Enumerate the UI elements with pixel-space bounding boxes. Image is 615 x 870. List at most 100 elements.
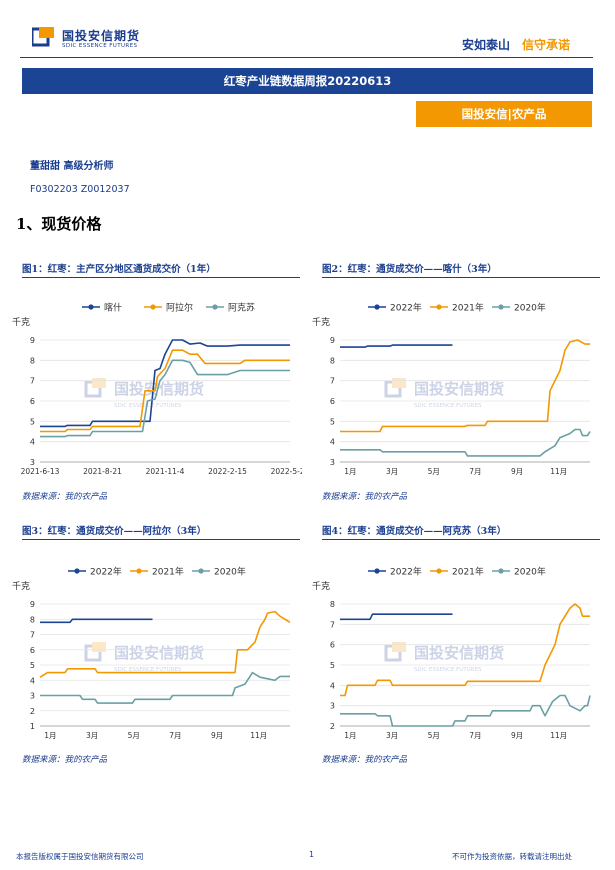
y-tick-label: 6: [30, 397, 35, 406]
legend-label: 阿克苏: [228, 302, 255, 314]
category-tab: 国投安信|农产品: [416, 101, 592, 127]
figure-2-source: 数据来源：我的农产品: [322, 492, 408, 502]
legend-label: 2021年: [452, 566, 484, 578]
legend-label: 2020年: [214, 566, 246, 578]
y-tick-label: 6: [330, 397, 335, 406]
x-tick-label: 9月: [211, 731, 223, 740]
series-line: [40, 339, 290, 428]
figure-1-source: 数据来源：我的农产品: [22, 492, 108, 502]
footer-copyright: 本报告版权属于国投安信期货有限公司: [16, 852, 144, 861]
legend-marker: [436, 568, 442, 574]
figure-1-title: 图1：红枣：主产区分地区通货成交价（1年）: [22, 264, 216, 275]
x-tick-label: 3月: [86, 731, 98, 740]
y-tick-label: 4: [330, 681, 335, 690]
x-tick-label: 9月: [511, 731, 523, 740]
y-tick-label: 8: [30, 615, 35, 624]
page-number: 1: [309, 850, 315, 859]
y-tick-label: 5: [330, 417, 335, 426]
figure-2-chart: 国投安信期货 SDIC ESSENCE FUTURES 2022年 2021年 2020…: [312, 302, 591, 476]
y-tick-label: 7: [330, 620, 335, 629]
y-axis-label: 千克: [12, 581, 30, 592]
legend-label: 2022年: [390, 566, 422, 578]
x-tick-label: 3月: [386, 731, 398, 740]
watermark-text: 国投安信期货: [114, 644, 204, 662]
watermark-text: 国投安信期货: [414, 380, 504, 398]
figure-4-source: 数据来源：我的农产品: [322, 755, 408, 765]
x-tick-label: 9月: [511, 467, 523, 476]
x-tick-label: 1月: [344, 731, 356, 740]
figure-4-chart: 国投安信期货 SDIC ESSENCE FUTURES 2022年 2021年 2020…: [312, 566, 591, 740]
figure-1-rule: [22, 277, 300, 278]
y-tick-label: 2: [30, 707, 35, 716]
y-axis-label: 千克: [312, 581, 330, 592]
x-tick-label: 1月: [344, 467, 356, 476]
company-name-en: SDIC ESSENCE FUTURES: [62, 43, 138, 49]
legend: 2022年 2021年 2020年: [368, 566, 546, 578]
series-line: [340, 613, 453, 621]
x-tick-label: 5月: [428, 731, 440, 740]
y-tick-label: 4: [30, 676, 35, 685]
x-tick-label: 11月: [550, 731, 567, 740]
x-tick-label: 2021-8-21: [83, 467, 122, 476]
series-line: [40, 349, 290, 433]
legend: 2022年 2021年 2020年: [368, 302, 546, 314]
legend-label: 2022年: [390, 302, 422, 314]
x-tick-label: 7月: [169, 731, 181, 740]
figure-3-rule: [22, 539, 300, 540]
legend-marker: [374, 568, 380, 574]
watermark-text-en: SDIC ESSENCE FUTURES: [114, 403, 182, 409]
y-tick-label: 7: [30, 377, 35, 386]
y-tick-label: 4: [330, 438, 335, 447]
series-line: [340, 694, 591, 727]
legend-label: 2022年: [90, 566, 122, 578]
y-axis-label: 千克: [12, 317, 30, 328]
y-tick-label: 4: [30, 438, 35, 447]
x-tick-label: 1月: [44, 731, 56, 740]
company-name: 国投安信期货: [62, 29, 141, 43]
company-logo-icon: [32, 27, 54, 47]
y-tick-label: 5: [30, 417, 35, 426]
y-axis-label: 千克: [312, 317, 330, 328]
y-tick-label: 6: [330, 641, 335, 650]
watermark: 国投安信期货 SDIC ESSENCE FUTURES: [384, 642, 504, 673]
series-line: [340, 603, 590, 697]
figure-3-title: 图3：红枣：通货成交价——阿拉尔（3年）: [22, 526, 207, 537]
figure-4-rule: [322, 539, 600, 540]
y-tick-label: 3: [330, 702, 335, 711]
x-tick-label: 2021-11-4: [146, 467, 185, 476]
series-line: [39, 610, 291, 678]
watermark: 国投安信期货 SDIC ESSENCE FUTURES: [84, 378, 204, 409]
watermark: 国投安信期货 SDIC ESSENCE FUTURES: [84, 642, 204, 673]
y-tick-label: 3: [30, 692, 35, 701]
watermark-text: 国投安信期货: [414, 644, 504, 662]
x-tick-label: 11月: [250, 731, 267, 740]
legend-label: 2020年: [514, 302, 546, 314]
y-tick-label: 8: [330, 356, 335, 365]
x-tick-label: 5月: [128, 731, 140, 740]
x-tick-label: 3月: [386, 467, 398, 476]
legend-marker: [150, 304, 156, 310]
y-tick-label: 9: [30, 336, 35, 345]
series-line: [340, 344, 453, 348]
figure-3-chart: 国投安信期货 SDIC ESSENCE FUTURES 2022年 2021年 2020…: [12, 566, 291, 740]
legend: 喀什 阿拉尔 阿克苏: [82, 302, 255, 314]
legend-marker: [198, 568, 204, 574]
y-tick-label: 7: [330, 377, 335, 386]
y-tick-label: 1: [30, 722, 35, 731]
x-tick-label: 11月: [550, 467, 567, 476]
report-title-banner: 红枣产业链数据周报20220613: [22, 68, 593, 94]
figure-4-title: 图4：红枣：通货成交价——阿克苏（3年）: [322, 526, 507, 537]
slogan-part-1: 安如泰山: [462, 38, 511, 52]
watermark-text-en: SDIC ESSENCE FUTURES: [414, 403, 482, 409]
series-line: [340, 428, 591, 457]
watermark-text: 国投安信期货: [114, 380, 204, 398]
legend-marker: [74, 568, 80, 574]
legend-label: 2020年: [514, 566, 546, 578]
y-tick-label: 5: [30, 661, 35, 670]
legend-marker: [374, 304, 380, 310]
y-tick-label: 8: [330, 600, 335, 609]
x-tick-label: 7月: [469, 467, 481, 476]
y-tick-label: 7: [30, 631, 35, 640]
legend-marker: [136, 568, 142, 574]
y-tick-label: 6: [30, 646, 35, 655]
